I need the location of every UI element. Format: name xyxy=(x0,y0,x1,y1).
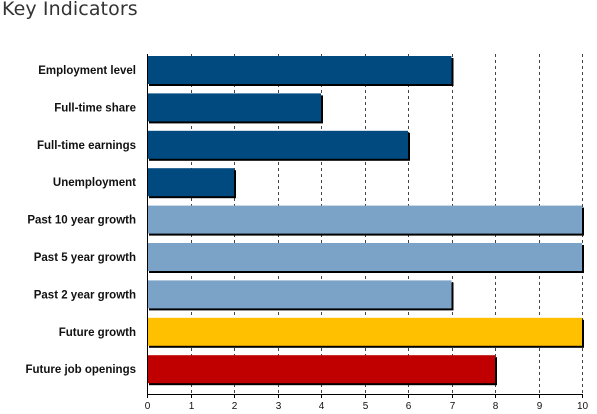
x-tick-label: 0 xyxy=(145,401,151,412)
chart-title: Key Indicators xyxy=(2,0,138,20)
x-tick-label: 10 xyxy=(577,401,589,412)
bar xyxy=(147,317,582,346)
category-label: Past 10 year growth xyxy=(27,215,136,227)
tick-labels: 0 1 2 3 4 5 6 7 8 9 10 xyxy=(145,401,589,412)
x-tick-label: 8 xyxy=(493,401,499,412)
x-tick-label: 5 xyxy=(363,401,369,412)
bar xyxy=(147,56,452,84)
axes xyxy=(147,54,583,398)
x-tick-label: 4 xyxy=(319,401,325,412)
category-label: Employment level xyxy=(38,65,136,77)
category-label: Full-time share xyxy=(54,102,136,114)
bar xyxy=(147,243,582,271)
bar xyxy=(147,355,495,384)
category-label: Full-time earnings xyxy=(37,140,136,152)
x-tick-label: 7 xyxy=(450,401,456,412)
category-label: Past 2 year growth xyxy=(34,289,136,301)
x-tick-label: 1 xyxy=(189,401,195,412)
x-tick-label: 6 xyxy=(406,401,412,412)
category-label: Future growth xyxy=(59,327,136,339)
category-label: Future job openings xyxy=(25,364,136,376)
bar xyxy=(147,205,582,234)
x-tick-label: 2 xyxy=(232,401,238,412)
bars xyxy=(147,56,584,386)
x-tick-label: 3 xyxy=(276,401,282,412)
x-tick-label: 9 xyxy=(537,401,543,412)
category-label: Unemployment xyxy=(53,177,136,189)
bar xyxy=(147,130,408,159)
bar xyxy=(147,168,234,197)
bar xyxy=(147,93,321,122)
bar xyxy=(147,280,452,309)
category-labels: Employment level Full-time share Full-time… xyxy=(25,65,136,376)
category-label: Past 5 year growth xyxy=(34,252,136,264)
